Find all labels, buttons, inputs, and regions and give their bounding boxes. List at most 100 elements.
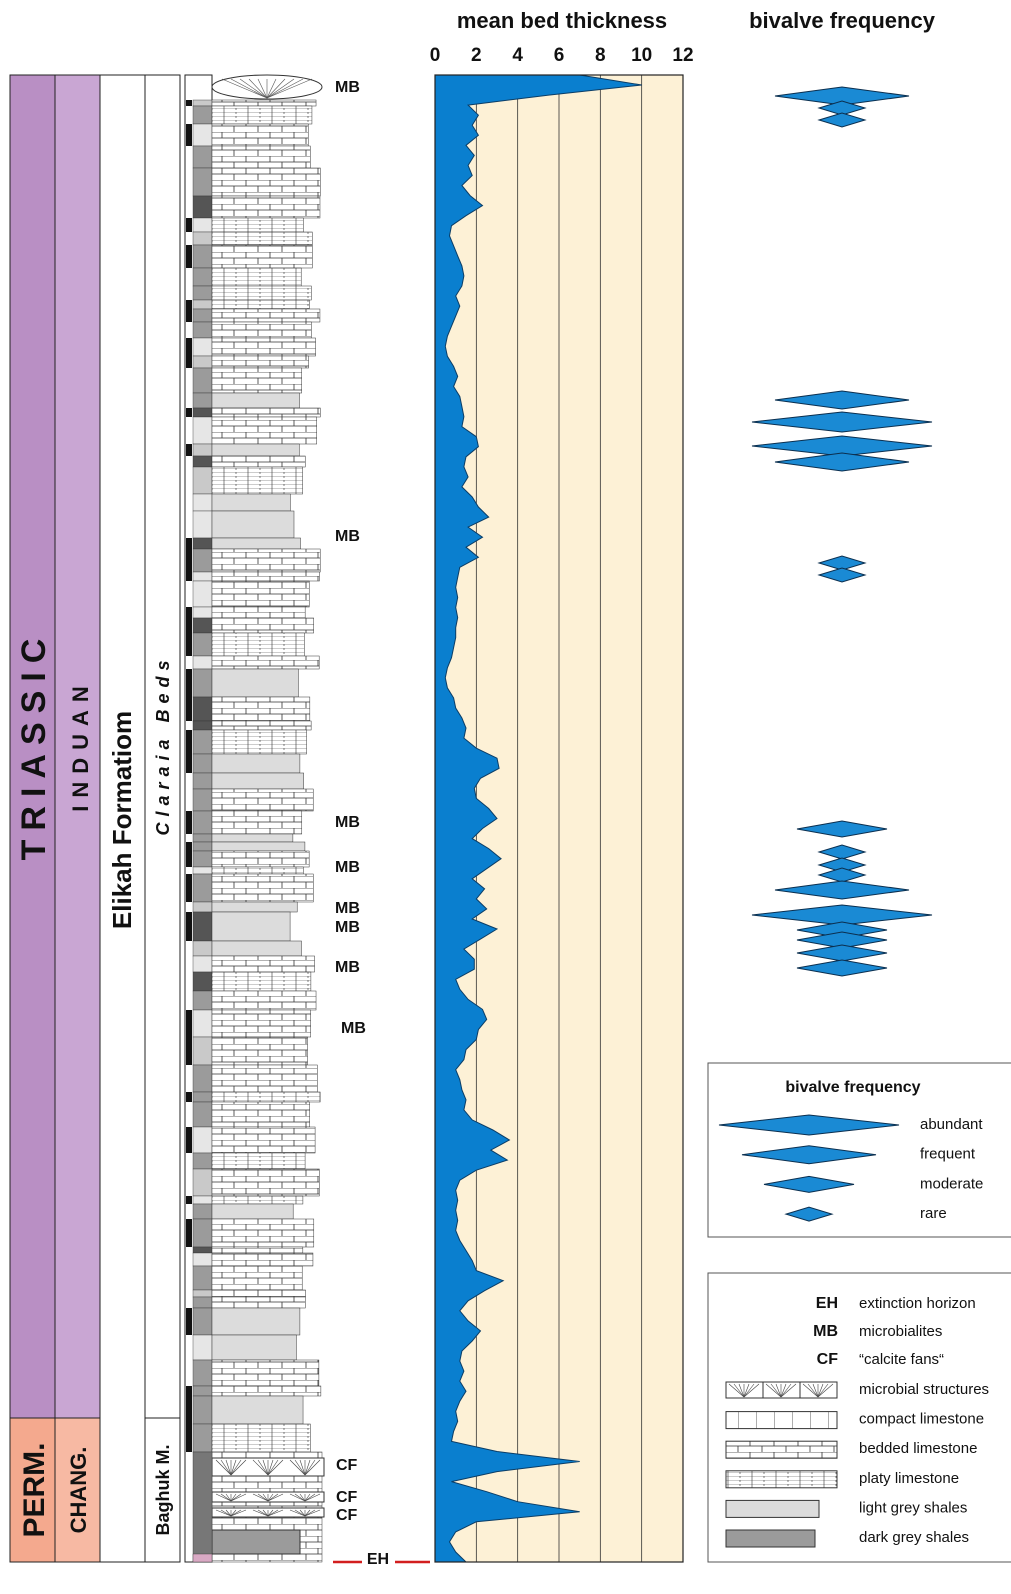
litho-bar <box>186 618 192 633</box>
litho-bed <box>212 842 305 851</box>
litho-shade <box>193 1169 212 1196</box>
litho-bed <box>212 581 309 607</box>
litho-bed <box>212 1169 319 1196</box>
litho-shade <box>193 511 212 538</box>
marker-label: CF <box>336 1489 358 1506</box>
litho-shade <box>193 549 212 572</box>
bivalve-diamond <box>819 568 865 582</box>
litho-bar <box>186 300 192 309</box>
litho-bar <box>186 1037 192 1065</box>
bivalve-diamond <box>797 960 887 976</box>
bivalve-diamond <box>819 868 865 882</box>
legend-symbol: CF <box>817 1351 839 1368</box>
litho-bed <box>212 773 304 789</box>
litho-bed <box>212 511 294 538</box>
legend-label: microbial structures <box>859 1381 989 1398</box>
litho-bed <box>212 972 311 991</box>
litho-bar <box>186 811 192 834</box>
litho-shade <box>193 874 212 902</box>
litho-bed <box>212 1196 303 1204</box>
stage-label: INDUAN <box>68 678 93 812</box>
litho-bar <box>186 1396 192 1424</box>
system-label: TRIASSIC <box>15 630 53 861</box>
litho-bar <box>186 697 192 721</box>
litho-bed <box>212 393 299 408</box>
litho-bed <box>212 1530 300 1554</box>
litho-bed <box>212 146 310 168</box>
litho-bed <box>212 1092 320 1102</box>
litho-bar <box>186 549 192 572</box>
litho-bed <box>212 1247 303 1253</box>
litho-bar <box>186 1196 192 1204</box>
litho-shade <box>193 1266 212 1290</box>
litho-bed <box>212 1290 306 1297</box>
litho-shade <box>193 1335 212 1360</box>
litho-shade <box>193 494 212 511</box>
bivalve-diamond <box>775 881 909 899</box>
litho-shade <box>193 972 212 991</box>
litho-shade <box>193 1037 212 1065</box>
litho-bar <box>186 669 192 697</box>
litho-bed <box>212 1204 293 1219</box>
litho-bar <box>186 408 192 417</box>
litho-shade <box>193 467 212 494</box>
litho-bed <box>212 232 312 245</box>
litho-shade <box>193 902 212 912</box>
marker-label: MB <box>341 1020 366 1037</box>
litho-shade <box>193 1219 212 1247</box>
litho-shade <box>193 607 212 618</box>
litho-shade <box>193 1127 212 1153</box>
litho-shade <box>193 309 212 322</box>
litho-bar <box>186 1219 192 1247</box>
figure: TRIASSIC INDUAN PERM. CHANG. Elikah Form… <box>0 0 1011 1594</box>
litho-shade <box>193 232 212 245</box>
litho-bed <box>212 549 320 572</box>
marker-label: CF <box>336 1457 358 1474</box>
system-label: PERM. <box>18 1442 51 1537</box>
litho-shade <box>193 842 212 851</box>
marker-label: MB <box>335 528 360 545</box>
litho-bar <box>186 124 192 146</box>
litho-bed <box>212 1424 310 1452</box>
bivalve-diamond <box>797 945 887 961</box>
litho-shade <box>193 1153 212 1169</box>
litho-bed <box>212 789 313 811</box>
litho-bar <box>186 538 192 549</box>
litho-shade <box>193 368 212 393</box>
litho-bed <box>212 1153 305 1169</box>
litho-bar <box>186 338 192 356</box>
chart-title: mean bed thickness <box>457 8 667 33</box>
litho-bed <box>212 902 297 912</box>
litho-bed <box>212 268 301 286</box>
lithology-column <box>185 75 324 1562</box>
litho-shade <box>193 1247 212 1253</box>
litho-bed <box>212 1102 310 1127</box>
litho-shade <box>193 697 212 721</box>
litho-bed <box>212 218 303 232</box>
legend-label: rare <box>920 1205 947 1222</box>
litho-shade <box>193 656 212 669</box>
litho-bar <box>186 356 192 368</box>
litho-bed <box>212 456 305 467</box>
litho-bar <box>186 1092 192 1102</box>
litho-bed <box>212 941 301 956</box>
bivalve-diamond <box>819 845 865 859</box>
litho-shade <box>193 338 212 356</box>
litho-bed <box>212 100 316 106</box>
litho-shade <box>193 1297 212 1308</box>
marker-label: MB <box>335 959 360 976</box>
litho-bar <box>186 851 192 867</box>
litho-shade <box>193 245 212 268</box>
bivalve-diamond <box>797 821 887 837</box>
litho-shade <box>193 300 212 309</box>
litho-shade <box>193 1554 212 1562</box>
legend-label: compact limestone <box>859 1411 984 1428</box>
litho-bar <box>186 309 192 322</box>
litho-shade <box>193 1452 212 1562</box>
legend-swatch <box>726 1412 837 1429</box>
litho-bed <box>212 1360 319 1386</box>
litho-bar <box>186 730 192 754</box>
litho-shade <box>193 1308 212 1335</box>
litho-bed <box>212 867 303 874</box>
litho-bed <box>212 417 317 444</box>
